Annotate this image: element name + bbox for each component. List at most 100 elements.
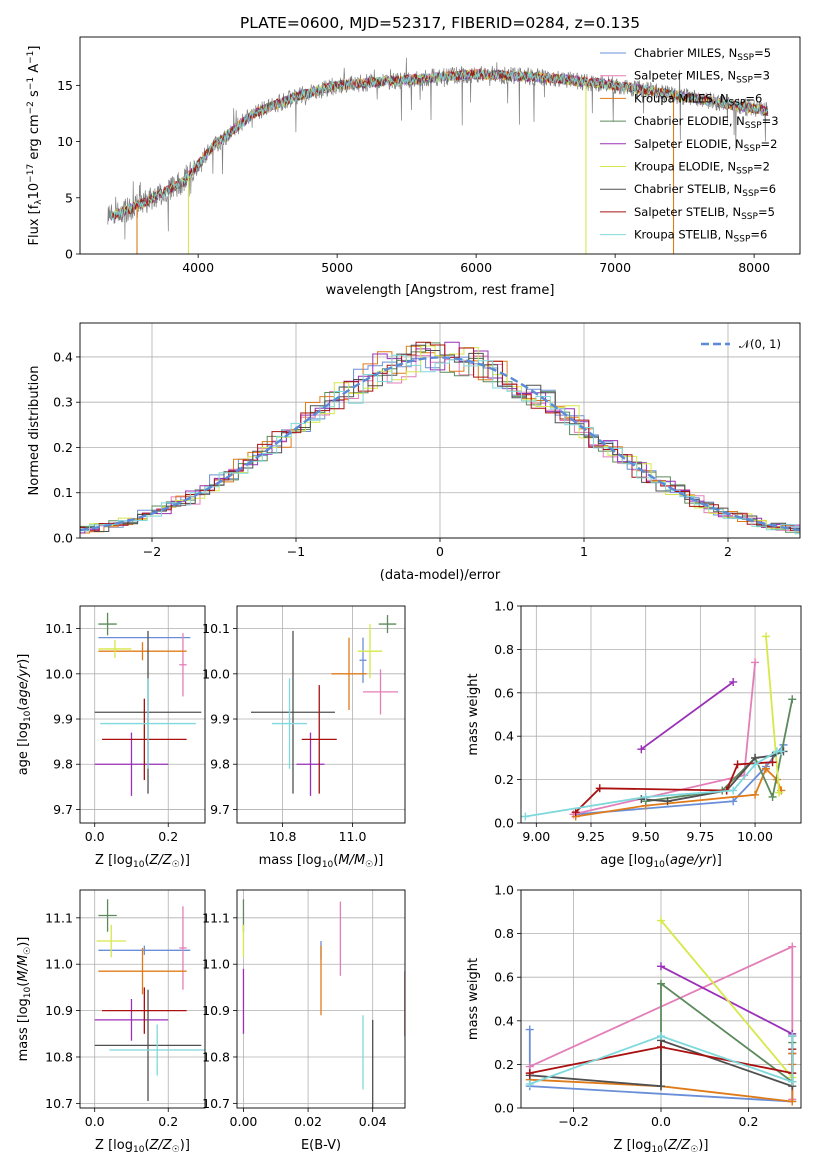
age-weight-series-marker [788,695,797,704]
mass-age-point-5 [296,732,325,796]
z-mass-point-9 [109,1024,205,1076]
spectrum-ylabel-part: s [27,90,42,101]
z-mass-xlabel-part: 10 [133,1145,145,1155]
spectrum-legend-label-part: Salpeter STELIB, N [634,205,741,219]
z-age-point-6 [98,639,132,658]
mass-age-point-8 [301,685,337,794]
z-mass-point-2 [179,906,187,990]
age-weight-series-marker [775,788,784,797]
z-mass-ylabel-part: 10 [23,986,33,998]
age-weight-series-line-5 [640,681,734,750]
residuals-panel: −2 −1 0 1 2 0.0 0.1 0.2 0.3 0.4 𝒩(0, 1) (data-model… [27,322,801,583]
residuals-ytick-label: 0.4 [53,349,73,364]
z-mass-ylabel-part: ☉ [23,947,33,955]
z-mass-ytick-label: 11.0 [45,957,73,972]
age-weight-series-marker [637,745,646,754]
spectrum-ylabel-part: Flux [f [27,204,42,245]
spectrum-ylabel-part: ] [27,46,42,51]
z-age-xlabel-part: Z [log [95,853,133,868]
z-age-point-5 [94,732,169,796]
residuals-xtick-label: −2 [143,544,161,559]
spectrum-legend-label-part: SSP [744,144,761,154]
z-mass-ytick-label: 11.1 [45,910,73,925]
spectrum-legend-label-part: Chabrier STELIB, N [634,182,742,196]
z-age-ytick-label: 10.1 [45,621,73,636]
mass-age-ytick-label: 10.0 [202,666,230,681]
z-mass-ylabel: mass [log10(M/M☉)] [16,937,33,1062]
spectrum-legend-label: Chabrier STELIB, NSSP=6 [634,182,776,199]
spectrum-legend-label-part: Salpeter MILES, N [634,69,736,83]
z-mass-xtick-label: 0.2 [158,1114,178,1129]
z-weight-series-marker [788,1097,797,1106]
z-mass-point-1 [98,945,191,955]
z-age-ylabel: age [log10(age/yr)] [16,654,33,776]
age-weight-panel: 9.00 9.25 9.50 9.75 10.00 0.0 0.2 0.4 0.6 0.8 1.0 a… [466,599,802,870]
z-weight-xlabel-part: Z [log [614,1138,652,1153]
spectrum-ylabel-part: −17 [26,164,36,183]
z-age-frame [79,605,206,824]
z-weight-ytick-label: 0.8 [494,926,514,941]
age-weight-ylabel: mass weight [466,673,481,755]
mass-age-xtick-label: 10.8 [269,829,297,844]
spectrum-ylabel-part: 10 [27,183,42,200]
age-weight-series-marker [777,747,786,756]
z-weight-frame [520,889,802,1109]
z-age-xlabel: Z [log10(Z/Z☉)] [95,853,190,870]
residuals-histogram-5 [80,341,800,534]
z-weight-xlabel-part: ☉ [690,1145,698,1155]
age-weight-xtick-label: 10.00 [737,829,773,844]
z-age-ylabel-part: age [log [16,722,31,775]
z-age-point-4 [98,612,117,636]
age-weight-xtick-label: 9.50 [632,829,660,844]
z-age-xtick-label: 0.0 [85,829,105,844]
spectrum-xtick-label: 8000 [738,260,770,275]
spectrum-legend-label-part: SSP [745,121,762,131]
mass-age-xtick-label: 11.0 [339,829,367,844]
age-weight-xlabel-part: 10 [653,860,665,870]
age-weight-xlabel-part: ( [665,853,670,868]
spectrum-legend-label: Salpeter STELIB, NSSP=5 [634,205,775,222]
z-age-ylabel-part: age/yr [16,662,31,705]
residuals-xtick-label: −1 [287,544,305,559]
age-weight-series-marker [751,658,760,667]
z-mass-xtick-label: 0.0 [85,1114,105,1129]
spectrum-ylabel-part: −1 [26,51,36,64]
ebv-mass-xlabel-part: E(B-V) [301,1138,341,1153]
residuals-ytick-label: 0.0 [53,531,73,546]
z-mass-point-4 [98,899,117,932]
mass-age-xlabel-part: 10 [322,860,334,870]
z-weight-series-marker [657,916,665,925]
z-weight-series-marker [525,1025,534,1034]
z-mass-point-5 [94,999,169,1041]
mass-age-data [251,615,398,796]
spectrum-legend-label-part: Chabrier MILES, N [634,46,737,60]
z-mass-ylabel-part: )] [16,937,31,947]
residuals-xtick-label: 1 [580,544,588,559]
z-age-point-8 [102,698,187,781]
spectrum-panel: 4000 5000 6000 7000 8000 0 5 10 15 Chabrier MILES… [26,14,801,298]
spectrum-title: PLATE=0600, MJD=52317, FIBERID=0284, z=0… [240,14,640,32]
age-weight-series-marker [768,792,777,801]
age-weight-series-marker [641,792,650,801]
spectrum-legend-label: Kroupa ELODIE, NSSP=2 [634,160,770,177]
spectrum-legend-label-part: =3 [762,114,779,128]
z-weight-xlabel-part: )] [698,1138,708,1153]
age-weight-xlabel-part: )] [712,853,722,868]
z-mass-xlabel: Z [log10(Z/Z☉)] [95,1138,190,1155]
residuals-histogram-3 [80,345,800,534]
spectrum-legend-label-part: Kroupa ELODIE, N [634,160,736,174]
mass-age-panel: 10.8 11.0 9.7 9.8 9.9 10.0 10.1 mass [log10(M/M… [202,605,406,870]
z-weight-xlabel-part: 10 [651,1145,663,1155]
mass-age-xlabel-part: )] [373,853,383,868]
age-weight-xtick-label: 9.00 [522,829,550,844]
z-age-xlabel-part: Z/Z [149,853,173,868]
z-age-ylabel-part: )] [16,654,31,664]
mass-age-xlabel-part: M/M [338,853,365,868]
spectrum-legend-label: Salpeter MILES, NSSP=3 [634,69,770,86]
z-age-point-2 [179,633,187,697]
mass-age-xlabel: mass [log10(M/M☉)] [259,853,384,870]
z-mass-ylabel-part: M/M [16,955,31,982]
spectrum-ylabel-part: erg cm [27,114,42,163]
mass-age-point-7 [251,630,335,794]
